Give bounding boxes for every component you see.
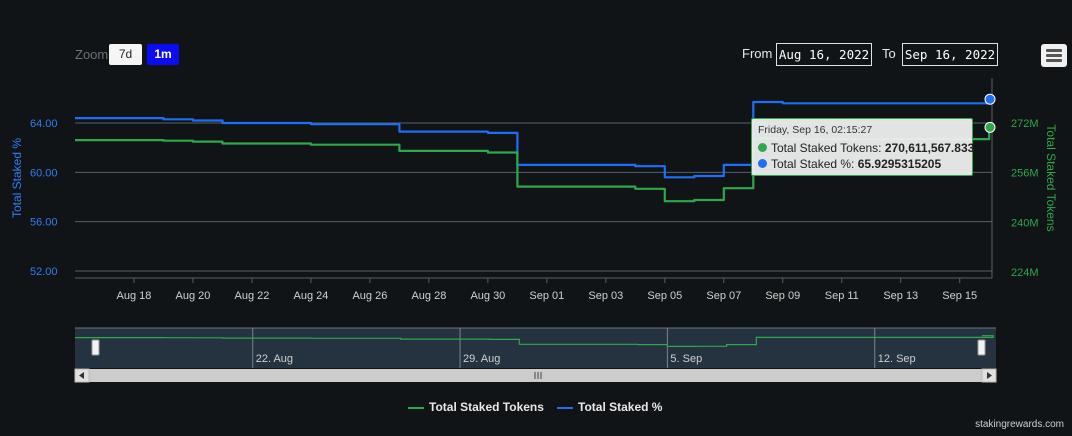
legend-item-tokens[interactable]: Total Staked Tokens — [408, 400, 544, 414]
hover-marker-percent — [984, 93, 996, 105]
y-right-tick-label: 272M — [1011, 118, 1039, 130]
navigator-handle — [977, 339, 986, 356]
y-left-axis-title: Total Staked % — [10, 138, 24, 218]
navigator-label: 22. Aug — [256, 353, 293, 365]
y-right-tick-label: 240M — [1011, 217, 1039, 229]
x-tick-label: Sep 15 — [942, 290, 977, 302]
y-left-tick-label: 60.00 — [30, 167, 58, 179]
legend-tokens-label: Total Staked Tokens — [429, 400, 544, 414]
tooltip-row-tokens: Total Staked Tokens: 270,611,567.833 — [758, 140, 974, 156]
y-left-tick-label: 56.00 — [30, 217, 58, 229]
tooltip-percent-value: 65.9295315205 — [857, 157, 942, 171]
navigator-label: 12. Sep — [878, 353, 916, 365]
y-right-tick-label: 256M — [1011, 168, 1039, 180]
from-label: From — [742, 46, 773, 61]
x-tick-label: Sep 05 — [647, 290, 682, 302]
from-date-input[interactable]: Aug 16, 2022 — [776, 43, 872, 66]
to-date-input[interactable]: Sep 16, 2022 — [902, 43, 998, 66]
legend-item-percent[interactable]: Total Staked % — [557, 400, 662, 414]
tooltip-row-percent: Total Staked %: 65.9295315205 — [758, 156, 966, 172]
x-tick-label: Aug 20 — [176, 290, 211, 302]
x-tick-label: Sep 11 — [825, 290, 859, 302]
tooltip: Friday, Sep 16, 02:15:27 Total Staked To… — [751, 118, 974, 176]
tooltip-date: Friday, Sep 16, 02:15:27 — [758, 124, 873, 136]
tooltip-percent-label: Total Staked %: — [771, 157, 858, 171]
x-tick-label: Sep 09 — [765, 290, 800, 302]
x-tick-label: Aug 18 — [117, 290, 152, 302]
y-right-axis-title: Total Staked Tokens — [1044, 124, 1058, 231]
series-line-percent — [75, 98, 991, 179]
x-tick-label: Sep 01 — [529, 290, 564, 302]
hover-marker-tokens — [984, 121, 996, 133]
arrow-left-icon — [79, 372, 84, 379]
x-tick-label: Aug 30 — [470, 290, 505, 302]
y-right-tick-label: 224M — [1011, 267, 1039, 279]
x-tick-label: Sep 13 — [883, 290, 918, 302]
x-tick-label: Aug 28 — [411, 290, 446, 302]
x-tick-label: Aug 24 — [293, 290, 328, 302]
legend-line-icon — [557, 406, 573, 409]
tooltip-tokens-label: Total Staked Tokens: — [771, 141, 885, 155]
navigator-label: 5. Sep — [670, 353, 702, 365]
x-tick-label: Aug 22 — [235, 290, 270, 302]
y-left-tick-label: 52.00 — [30, 266, 58, 278]
navigator-window — [75, 328, 996, 368]
legend-line-icon — [408, 406, 424, 409]
x-tick-label: Sep 03 — [588, 290, 623, 302]
y-axis-right: 224M 240M 256M 272M Total Staked Tokens — [991, 78, 1058, 279]
navigator-label: 29. Aug — [463, 353, 500, 365]
navigator-handle — [91, 339, 100, 356]
x-axis: Aug 18 Aug 20 Aug 22 Aug 24 Aug 26 Aug 28 Aug … — [117, 278, 977, 302]
tooltip-tokens-value: 270,611,567.833 — [884, 141, 975, 155]
x-tick-label: Sep 07 — [706, 290, 741, 302]
x-tick-label: Aug 26 — [352, 290, 387, 302]
zoom-7d-button[interactable]: 7d — [109, 44, 142, 65]
zoom-1m-button[interactable]: 1m — [147, 44, 179, 65]
hamburger-icon[interactable] — [1041, 44, 1067, 67]
navigator-series-line — [75, 335, 994, 347]
to-label: To — [882, 46, 896, 61]
zoom-label: Zoom — [75, 47, 109, 62]
blue-dot-icon — [758, 159, 767, 168]
credit-link[interactable]: stakingrewards.com — [975, 419, 1064, 430]
navigator: 22. Aug 29. Aug 5. Sep 12. Sep — [74, 327, 997, 383]
y-axis-left: 52.00 56.00 60.00 64.00 Total Staked % — [10, 118, 58, 278]
legend-percent-label: Total Staked % — [578, 400, 663, 414]
arrow-right-icon — [987, 372, 992, 379]
green-dot-icon — [758, 143, 767, 152]
y-left-tick-label: 64.00 — [30, 118, 58, 130]
